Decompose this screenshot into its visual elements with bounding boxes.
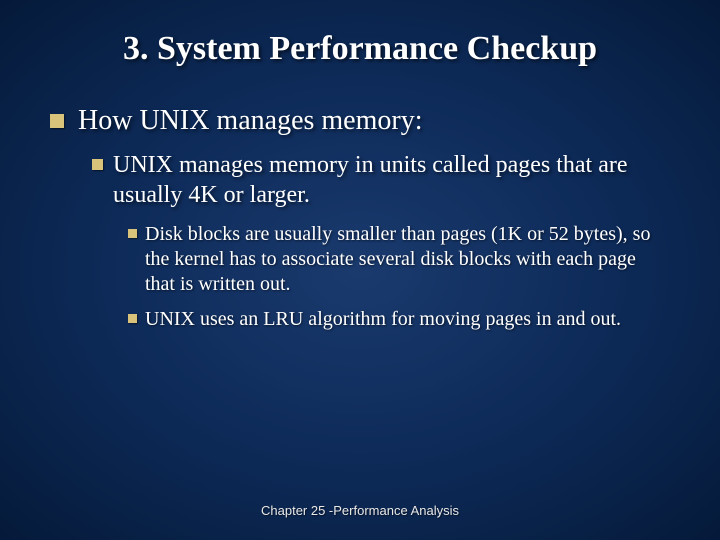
level2-text: UNIX manages memory in units called page… [113, 150, 670, 210]
slide-footer: Chapter 25 -Performance Analysis [0, 503, 720, 518]
square-bullet-icon [128, 314, 137, 323]
bullet-level3: Disk blocks are usually smaller than pag… [128, 222, 670, 297]
bullet-level1: How UNIX manages memory: [50, 104, 670, 138]
square-bullet-icon [128, 229, 137, 238]
level3a-text: Disk blocks are usually smaller than pag… [145, 222, 670, 297]
level3b-text: UNIX uses an LRU algorithm for moving pa… [145, 307, 621, 332]
square-bullet-icon [92, 159, 103, 170]
bullet-level2: UNIX manages memory in units called page… [92, 150, 670, 210]
level1-text: How UNIX manages memory: [78, 104, 422, 138]
square-bullet-icon [50, 114, 64, 128]
slide: 3. System Performance Checkup How UNIX m… [0, 0, 720, 540]
slide-title: 3. System Performance Checkup [50, 30, 670, 68]
bullet-level3: UNIX uses an LRU algorithm for moving pa… [128, 307, 670, 332]
